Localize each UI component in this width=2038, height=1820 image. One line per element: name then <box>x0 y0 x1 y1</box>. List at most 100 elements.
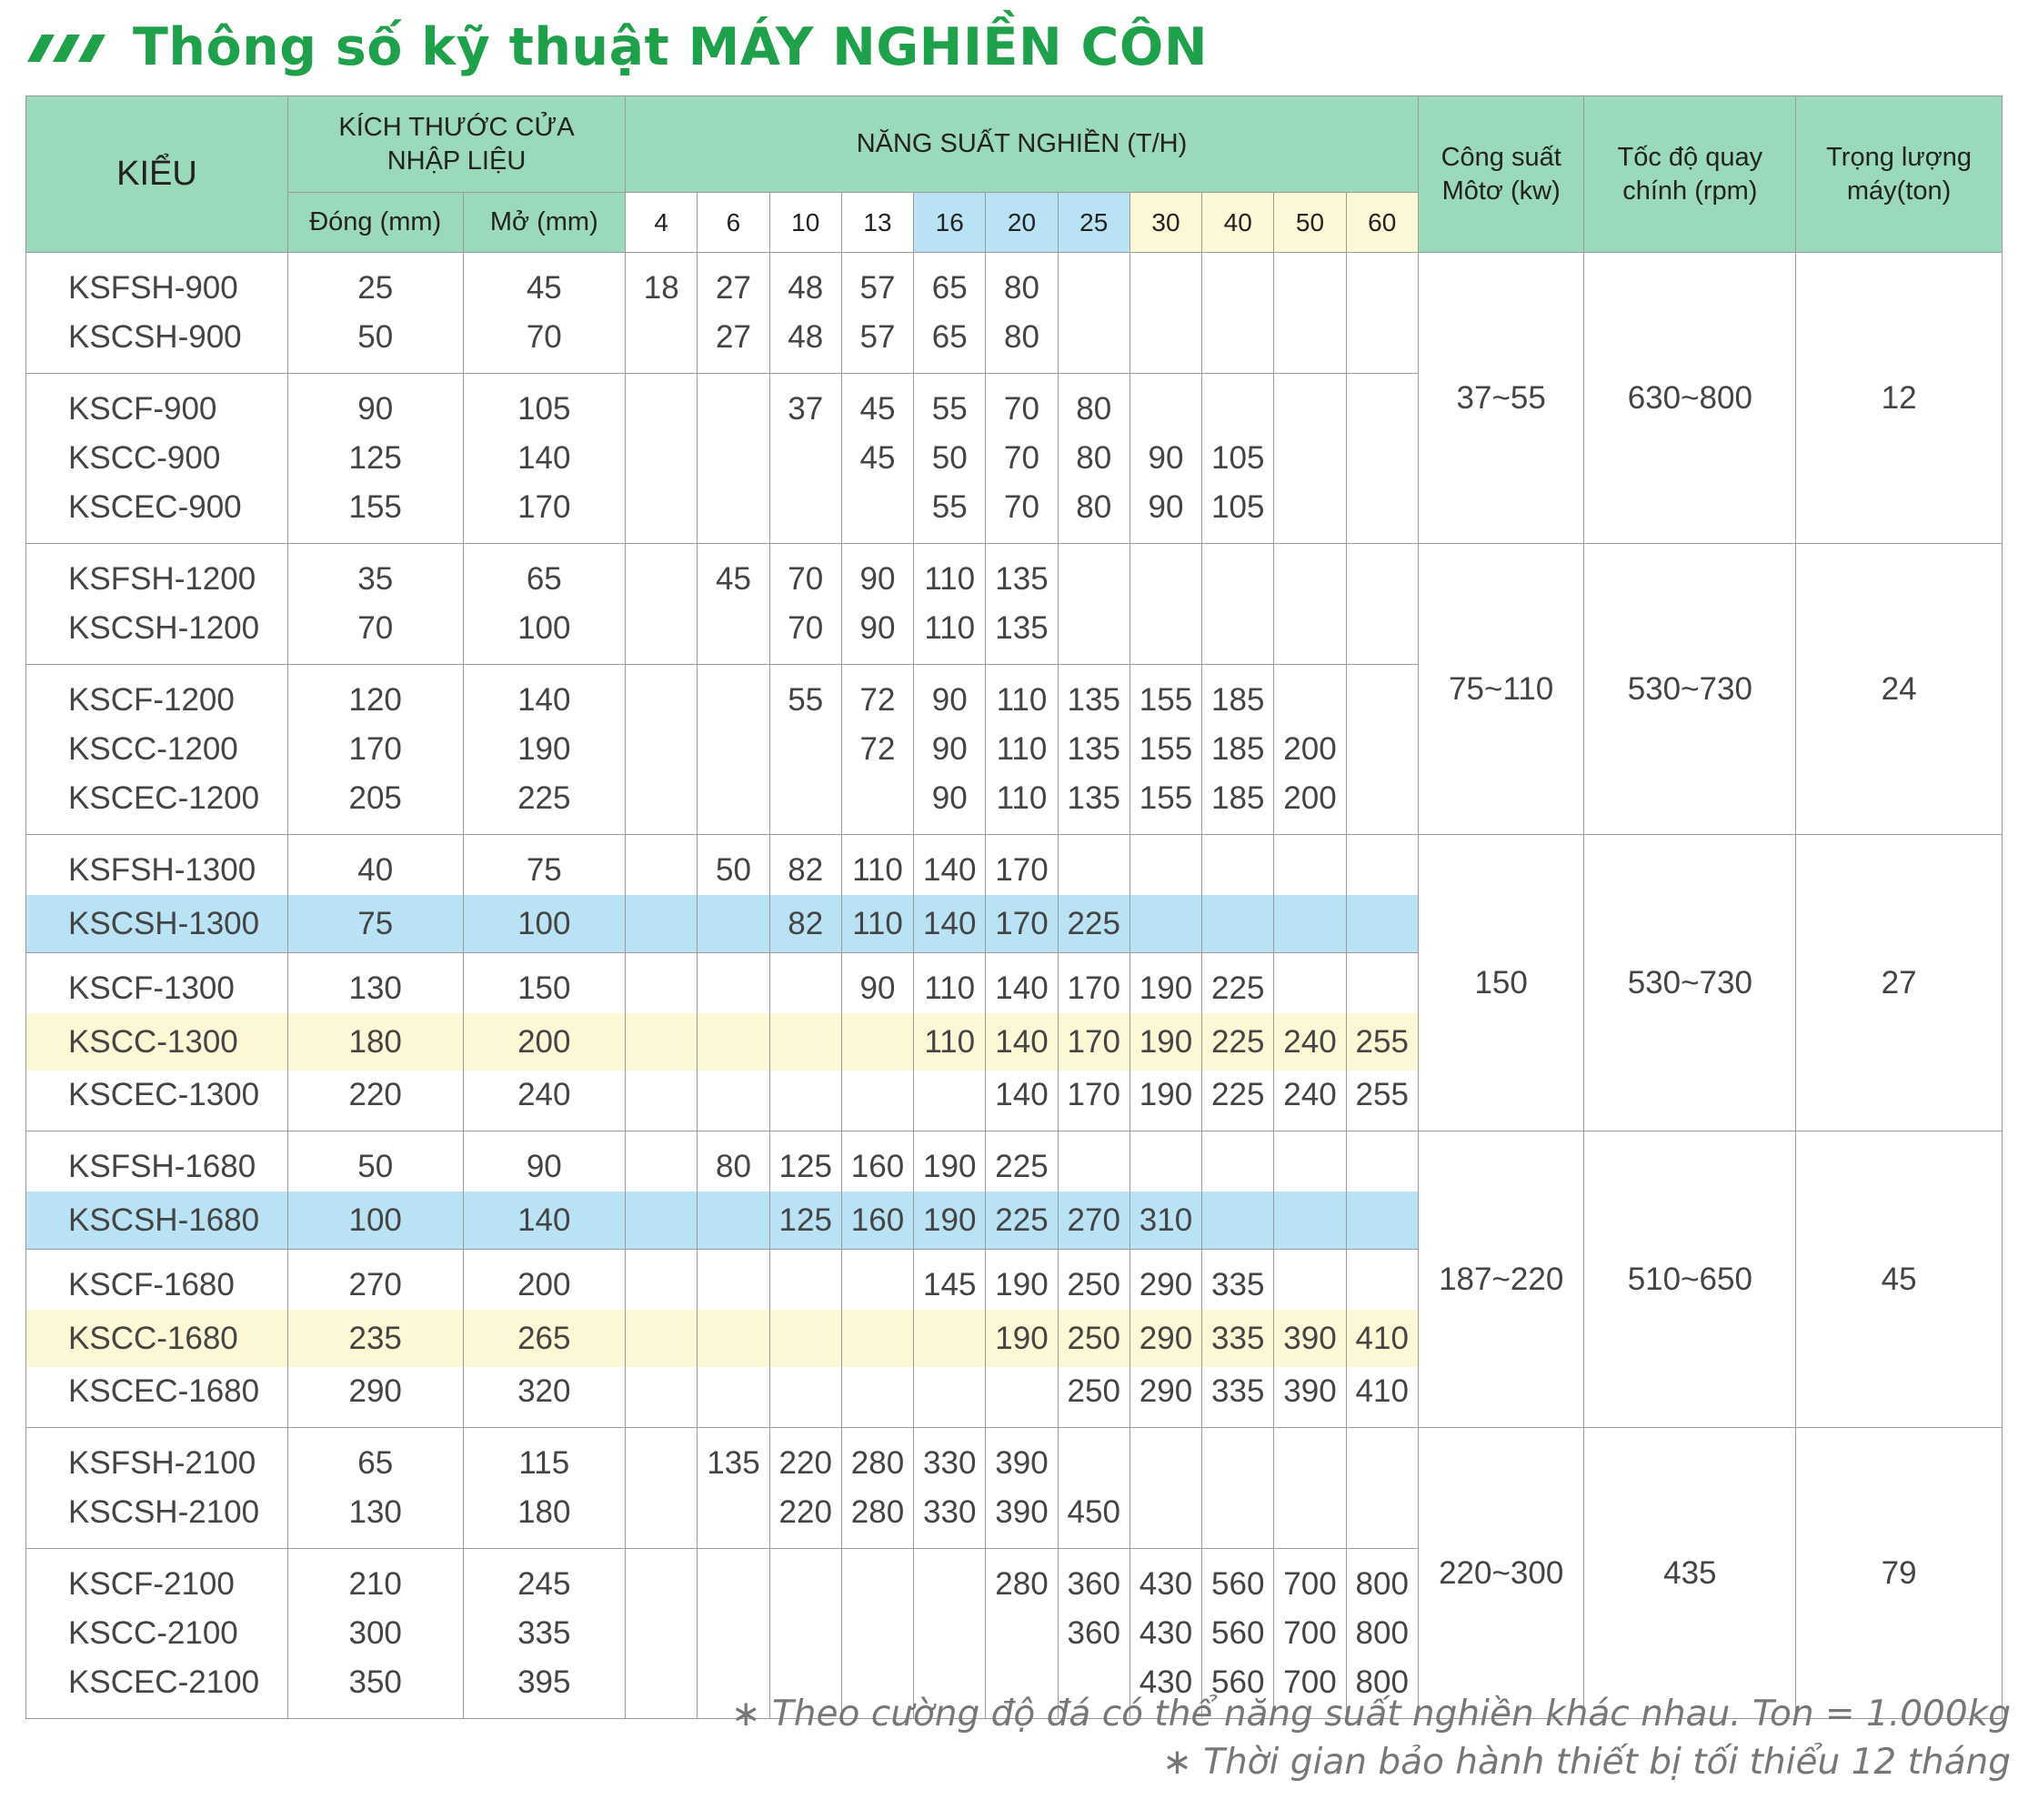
capacity-value: 250 <box>1067 1373 1120 1409</box>
capacity-value <box>627 774 697 823</box>
model-name: KSCF-1680 <box>68 1267 235 1302</box>
header-weight-label: Trọng lượng máy(ton) <box>1826 142 1973 206</box>
capacity-value-cell: 225 225 225 <box>1201 952 1275 1131</box>
capacity-value <box>842 1310 913 1367</box>
capacity-value-cell: 70 70 <box>768 543 842 665</box>
capacity-value: 90 <box>1148 440 1184 476</box>
closed-size-cell: 210 300 350 <box>286 1548 464 1719</box>
capacity-value: 450 <box>1067 1494 1120 1530</box>
capacity-value <box>627 1071 697 1120</box>
capacity-value-cell: 560 560 560 <box>1201 1548 1275 1719</box>
capacity-value <box>627 1658 697 1707</box>
capacity-value <box>1347 1439 1417 1488</box>
capacity-value: 140 <box>995 970 1049 1006</box>
open-size: 140 <box>517 682 571 718</box>
capacity-value: 170 <box>1067 970 1120 1006</box>
capacity-value: 90 <box>931 731 968 767</box>
capacity-value-cell <box>625 1548 698 1719</box>
capacity-value <box>1347 604 1417 653</box>
capacity-value-cell: 450 <box>1057 1427 1130 1549</box>
capacity-value <box>627 725 697 774</box>
capacity-value-cell: 170 170 <box>985 834 1059 953</box>
model-name: KSCC-1680 <box>26 1310 287 1367</box>
capacity-value: 48 <box>788 270 824 306</box>
capacity-value: 800 <box>1355 1615 1409 1651</box>
capacity-value <box>770 1071 840 1120</box>
open-size: 240 <box>517 1077 571 1112</box>
header-motor: Công suất Môtơ (kw) <box>1417 96 1585 253</box>
header-open: Mở (mm) <box>462 192 627 253</box>
capacity-value: 335 <box>1211 1267 1265 1302</box>
model-name-cell: KSCF-900 KSCC-900 KSCEC-900 <box>25 373 288 544</box>
capacity-value <box>1130 1488 1200 1537</box>
capacity-value <box>1347 385 1417 434</box>
capacity-value: 80 <box>1004 319 1039 355</box>
capacity-value <box>915 1071 985 1120</box>
capacity-value <box>626 1013 697 1071</box>
capacity-value <box>1275 604 1345 653</box>
page-title: Thông số kỹ thuật MÁY NGHIỀN CÔN <box>133 17 1209 77</box>
capacity-value: 135 <box>1067 682 1120 718</box>
capacity-value <box>1275 1488 1345 1537</box>
capacity-value: 185 <box>1211 780 1265 816</box>
closed-size: 65 <box>357 1445 394 1481</box>
open-size-cell: 45 70 <box>462 252 627 374</box>
model-name-cell: KSCF-1200 KSCC-1200 KSCEC-1200 <box>25 664 288 835</box>
capacity-value <box>627 1488 697 1537</box>
model-name: KSCF-1300 <box>68 970 235 1006</box>
capacity-value: 80 <box>1004 270 1039 306</box>
capacity-value-cell: 80 80 80 <box>1057 373 1130 544</box>
capacity-value: 360 <box>1067 1615 1120 1651</box>
capacity-value: 140 <box>986 1013 1058 1071</box>
capacity-value: 200 <box>1283 731 1337 767</box>
capacity-value <box>698 774 768 823</box>
capacity-value: 560 <box>1211 1566 1265 1602</box>
speed-value: 510~650 <box>1583 1131 1797 1428</box>
header-throughput-16: 16 <box>913 192 987 253</box>
capacity-value-cell: 240 240 <box>1273 952 1347 1131</box>
capacity-value <box>627 434 697 483</box>
closed-size: 210 <box>348 1566 402 1602</box>
capacity-value: 225 <box>1211 1077 1265 1112</box>
capacity-value-cell: 280 280 <box>840 1427 915 1549</box>
weight-value: 24 <box>1795 543 2003 835</box>
capacity-value <box>1347 895 1418 952</box>
capacity-value <box>1275 385 1345 434</box>
table-row: KSCF-2100 KSCC-2100 KSCEC-2100 210 300 350 245… <box>25 1548 2003 1719</box>
capacity-value <box>1059 846 1129 895</box>
capacity-value: 80 <box>1076 391 1112 427</box>
capacity-value <box>1203 1439 1273 1488</box>
capacity-value <box>1130 604 1200 653</box>
open-size-cell: 75 100 <box>462 834 627 953</box>
capacity-value <box>698 1609 768 1658</box>
motor-value: 75~110 <box>1417 543 1585 835</box>
capacity-value: 390 <box>1283 1373 1337 1409</box>
table-row: KSFSH-1680 KSCSH-1680 50 100 90 140 80 125 125 16… <box>25 1131 2003 1428</box>
capacity-value-cell <box>1345 543 1419 665</box>
capacity-value: 250 <box>1067 1267 1120 1302</box>
open-size-cell: 245 335 395 <box>462 1548 627 1719</box>
open-size: 245 <box>517 1566 571 1602</box>
capacity-value <box>770 1310 841 1367</box>
model-name: KSCEC-900 <box>68 489 242 525</box>
capacity-value: 105 <box>1211 489 1265 525</box>
capacity-value-cell: 140 140 <box>913 834 987 953</box>
capacity-value <box>1275 1261 1345 1310</box>
capacity-value: 170 <box>986 895 1058 952</box>
capacity-value <box>1059 264 1129 313</box>
capacity-value <box>1275 434 1345 483</box>
capacity-value-cell: 55 50 55 <box>913 373 987 544</box>
capacity-value <box>698 1013 769 1071</box>
open-size: 225 <box>517 780 571 816</box>
capacity-value <box>698 434 768 483</box>
capacity-value-cell <box>1345 834 1419 953</box>
capacity-value-cell: 170 170 170 <box>1057 952 1130 1131</box>
capacity-value-cell: 190 190 190 <box>1129 952 1203 1131</box>
capacity-value <box>627 555 697 604</box>
model-name: KSCEC-1300 <box>68 1077 260 1112</box>
capacity-value <box>1347 555 1417 604</box>
weight-value: 27 <box>1795 834 2003 1131</box>
capacity-value-cell: 155 155 155 <box>1129 664 1203 835</box>
capacity-value <box>1347 1488 1417 1537</box>
capacity-value <box>842 1013 913 1071</box>
